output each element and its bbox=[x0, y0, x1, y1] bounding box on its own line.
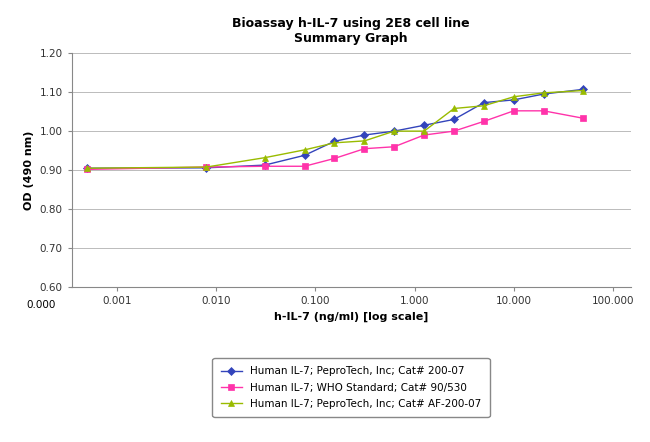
Line: Human IL-7; WHO Standard; Cat# 90/530: Human IL-7; WHO Standard; Cat# 90/530 bbox=[84, 108, 586, 172]
Human IL-7; WHO Standard; Cat# 90/530 bbox=[450, 129, 458, 134]
Human IL-7; PeproTech, Inc; Cat# AF-200-07 bbox=[301, 147, 309, 152]
Human IL-7; WHO Standard; Cat# 90/530 bbox=[480, 119, 488, 124]
Human IL-7; PeproTech, Inc; Cat# 200-07 bbox=[83, 166, 91, 171]
Human IL-7; PeproTech, Inc; Cat# 200-07 bbox=[361, 133, 369, 138]
Human IL-7; PeproTech, Inc; Cat# AF-200-07 bbox=[579, 88, 587, 93]
Human IL-7; PeproTech, Inc; Cat# 200-07 bbox=[421, 122, 428, 128]
Human IL-7; PeproTech, Inc; Cat# AF-200-07 bbox=[261, 155, 268, 160]
Human IL-7; PeproTech, Inc; Cat# 200-07 bbox=[510, 97, 517, 103]
Text: 0.000: 0.000 bbox=[26, 300, 55, 310]
Title: Bioassay h-IL-7 using 2E8 cell line
Summary Graph: Bioassay h-IL-7 using 2E8 cell line Summ… bbox=[232, 17, 470, 45]
Human IL-7; PeproTech, Inc; Cat# 200-07 bbox=[480, 100, 488, 105]
Human IL-7; PeproTech, Inc; Cat# AF-200-07 bbox=[361, 138, 369, 144]
X-axis label: h-IL-7 (ng/ml) [log scale]: h-IL-7 (ng/ml) [log scale] bbox=[274, 312, 428, 322]
Line: Human IL-7; PeproTech, Inc; Cat# 200-07: Human IL-7; PeproTech, Inc; Cat# 200-07 bbox=[84, 87, 586, 171]
Human IL-7; PeproTech, Inc; Cat# 200-07 bbox=[450, 117, 458, 122]
Human IL-7; PeproTech, Inc; Cat# AF-200-07 bbox=[331, 140, 339, 145]
Human IL-7; WHO Standard; Cat# 90/530 bbox=[579, 116, 587, 121]
Human IL-7; WHO Standard; Cat# 90/530 bbox=[83, 167, 91, 172]
Human IL-7; PeproTech, Inc; Cat# 200-07 bbox=[203, 165, 211, 171]
Human IL-7; WHO Standard; Cat# 90/530 bbox=[203, 164, 211, 170]
Human IL-7; WHO Standard; Cat# 90/530 bbox=[510, 108, 517, 114]
Human IL-7; PeproTech, Inc; Cat# AF-200-07 bbox=[480, 103, 488, 108]
Human IL-7; PeproTech, Inc; Cat# AF-200-07 bbox=[83, 166, 91, 171]
Human IL-7; WHO Standard; Cat# 90/530 bbox=[540, 108, 547, 114]
Human IL-7; WHO Standard; Cat# 90/530 bbox=[391, 144, 398, 149]
Y-axis label: OD (490 nm): OD (490 nm) bbox=[24, 130, 34, 210]
Legend: Human IL-7; PeproTech, Inc; Cat# 200-07, Human IL-7; WHO Standard; Cat# 90/530, : Human IL-7; PeproTech, Inc; Cat# 200-07,… bbox=[213, 358, 489, 417]
Human IL-7; PeproTech, Inc; Cat# AF-200-07 bbox=[450, 106, 458, 111]
Human IL-7; WHO Standard; Cat# 90/530 bbox=[301, 164, 309, 169]
Human IL-7; PeproTech, Inc; Cat# 200-07 bbox=[261, 163, 268, 168]
Human IL-7; PeproTech, Inc; Cat# AF-200-07 bbox=[203, 164, 211, 170]
Human IL-7; WHO Standard; Cat# 90/530 bbox=[361, 146, 369, 151]
Human IL-7; WHO Standard; Cat# 90/530 bbox=[421, 133, 428, 138]
Human IL-7; PeproTech, Inc; Cat# 200-07 bbox=[301, 152, 309, 158]
Human IL-7; PeproTech, Inc; Cat# 200-07 bbox=[579, 87, 587, 92]
Human IL-7; PeproTech, Inc; Cat# 200-07 bbox=[331, 139, 339, 144]
Human IL-7; WHO Standard; Cat# 90/530 bbox=[261, 164, 268, 169]
Human IL-7; PeproTech, Inc; Cat# 200-07 bbox=[540, 91, 547, 97]
Line: Human IL-7; PeproTech, Inc; Cat# AF-200-07: Human IL-7; PeproTech, Inc; Cat# AF-200-… bbox=[84, 88, 586, 171]
Human IL-7; PeproTech, Inc; Cat# AF-200-07 bbox=[421, 129, 428, 134]
Human IL-7; WHO Standard; Cat# 90/530 bbox=[331, 156, 339, 161]
Human IL-7; PeproTech, Inc; Cat# 200-07 bbox=[391, 129, 398, 134]
Human IL-7; PeproTech, Inc; Cat# AF-200-07 bbox=[391, 129, 398, 134]
Human IL-7; PeproTech, Inc; Cat# AF-200-07 bbox=[540, 90, 547, 95]
Human IL-7; PeproTech, Inc; Cat# AF-200-07 bbox=[510, 94, 517, 99]
